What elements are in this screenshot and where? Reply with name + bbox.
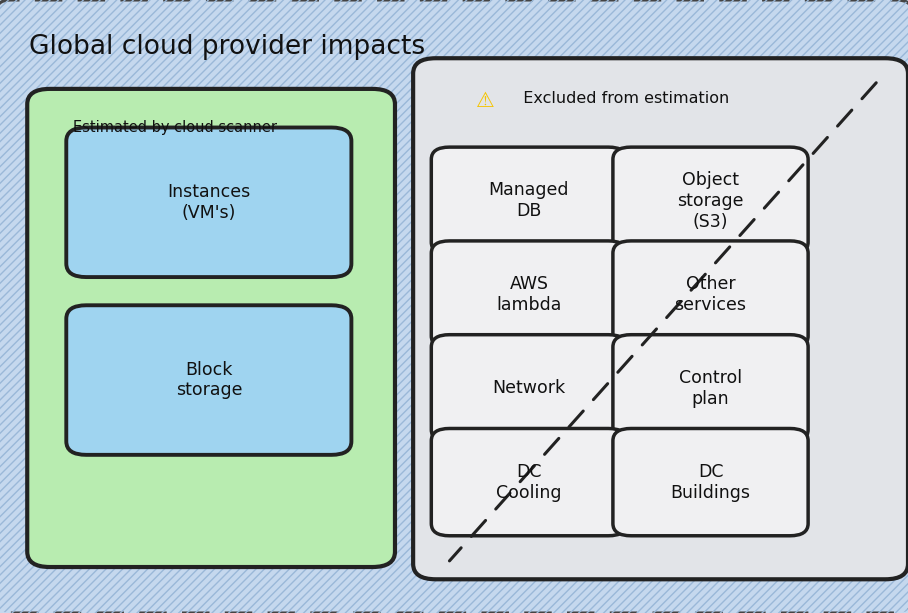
- Text: Other
services: Other services: [675, 275, 746, 314]
- FancyBboxPatch shape: [431, 241, 627, 348]
- Text: Object
storage
(S3): Object storage (S3): [677, 171, 744, 230]
- Text: DC
Cooling: DC Cooling: [496, 463, 562, 501]
- Text: Block
storage: Block storage: [175, 360, 242, 400]
- FancyBboxPatch shape: [431, 335, 627, 442]
- FancyBboxPatch shape: [431, 428, 627, 536]
- FancyBboxPatch shape: [431, 147, 627, 254]
- FancyBboxPatch shape: [613, 335, 808, 442]
- FancyBboxPatch shape: [613, 241, 808, 348]
- Text: Managed
DB: Managed DB: [489, 181, 569, 220]
- FancyBboxPatch shape: [27, 89, 395, 567]
- Text: Excluded from estimation: Excluded from estimation: [513, 91, 729, 105]
- FancyBboxPatch shape: [413, 58, 908, 579]
- Text: DC
Buildings: DC Buildings: [670, 463, 751, 501]
- FancyBboxPatch shape: [613, 147, 808, 254]
- Text: Network: Network: [492, 379, 566, 397]
- Text: ⚠: ⚠: [477, 91, 495, 111]
- FancyBboxPatch shape: [66, 128, 351, 277]
- Text: Control
plan: Control plan: [679, 369, 742, 408]
- Text: Global cloud provider impacts: Global cloud provider impacts: [29, 34, 425, 59]
- FancyBboxPatch shape: [613, 428, 808, 536]
- Text: Estimated by cloud scanner: Estimated by cloud scanner: [73, 120, 277, 134]
- FancyBboxPatch shape: [66, 305, 351, 455]
- Text: AWS
lambda: AWS lambda: [497, 275, 561, 314]
- Text: Instances
(VM's): Instances (VM's): [167, 183, 251, 222]
